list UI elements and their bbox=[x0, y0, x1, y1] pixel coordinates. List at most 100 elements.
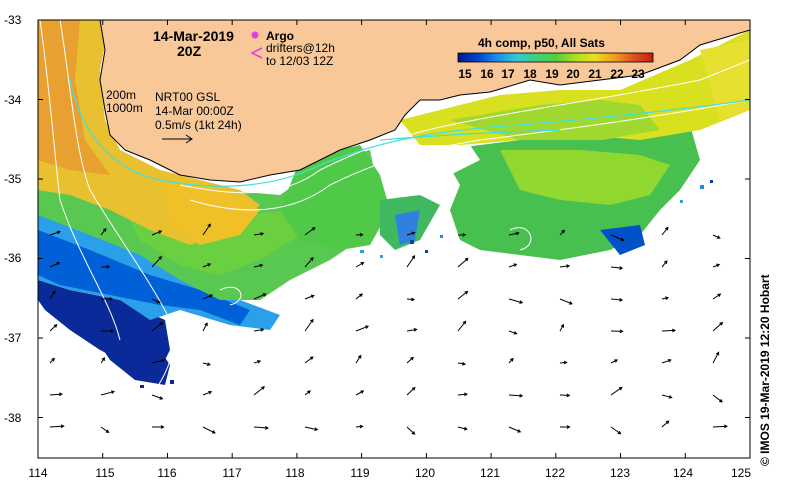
velocity-arrow bbox=[508, 330, 518, 335]
velocity-arrow bbox=[559, 393, 571, 398]
velocity-arrow bbox=[661, 328, 676, 333]
velocity-arrow bbox=[49, 357, 55, 364]
lon-label: 123 bbox=[609, 466, 631, 480]
velocity-arrow bbox=[508, 426, 522, 433]
argo-marker bbox=[251, 31, 259, 39]
map-frame bbox=[37, 19, 751, 459]
velocity-arrow bbox=[151, 298, 161, 304]
velocity-arrow bbox=[100, 264, 111, 269]
lon-label: 115 bbox=[95, 466, 115, 480]
velocity-arrow bbox=[151, 256, 163, 268]
lon-label: 124 bbox=[672, 466, 694, 480]
velocity-arrow bbox=[559, 425, 571, 429]
argo-label: Argo bbox=[266, 29, 294, 43]
colorbar-label: 17 bbox=[501, 67, 515, 81]
velocity-arrow bbox=[100, 297, 114, 301]
velocity-arrow bbox=[406, 426, 416, 435]
velocity-arrow bbox=[661, 226, 669, 236]
velocity-arrow bbox=[661, 420, 670, 428]
velocity-arrow bbox=[151, 230, 163, 236]
velocity-arrow bbox=[151, 394, 164, 400]
velocity-arrow bbox=[406, 231, 416, 236]
velocity-arrow bbox=[49, 290, 56, 300]
velocity-arrow bbox=[202, 390, 213, 396]
velocity-arrow bbox=[457, 290, 469, 300]
velocity-arrow bbox=[508, 231, 520, 236]
velocity-arrow bbox=[304, 426, 319, 432]
credit-text: © IMOS 19-Mar-2019 12:20 Hobart bbox=[758, 274, 772, 466]
velocity-arrow bbox=[610, 359, 619, 364]
scale-arrow bbox=[162, 134, 193, 144]
velocity-arrow bbox=[610, 297, 624, 302]
lat-label: -33 bbox=[4, 13, 22, 27]
velocity-arrow bbox=[661, 296, 670, 301]
velocity-arrow bbox=[559, 323, 565, 332]
lon-label: 120 bbox=[414, 466, 436, 480]
gsl-time: 14-Mar 00:00Z bbox=[155, 104, 234, 118]
velocity-arrow bbox=[151, 358, 166, 364]
velocity-arrow bbox=[202, 322, 208, 332]
velocity-arrow bbox=[355, 293, 363, 300]
velocity-arrow bbox=[100, 390, 115, 396]
lon-label: 119 bbox=[350, 466, 370, 480]
velocity-arrow bbox=[253, 359, 262, 364]
velocity-arrow bbox=[661, 260, 668, 268]
velocity-arrow bbox=[304, 257, 314, 268]
velocity-arrow bbox=[355, 261, 365, 268]
velocity-arrow bbox=[508, 393, 524, 398]
velocity-arrow bbox=[304, 294, 315, 300]
velocity-arrow bbox=[253, 386, 265, 396]
cyan-lines bbox=[69, 79, 750, 187]
velocity-arrow bbox=[304, 227, 316, 236]
velocity-arrow bbox=[49, 261, 61, 268]
plot-area bbox=[38, 20, 750, 458]
velocity-arrow bbox=[49, 424, 65, 429]
velocity-arrow bbox=[253, 232, 265, 236]
colorbar-label: 21 bbox=[588, 67, 602, 81]
velocity-arrow bbox=[559, 298, 573, 305]
colorbar-label: 20 bbox=[566, 67, 580, 81]
lon-label: 114 bbox=[28, 466, 48, 480]
lon-label: 125 bbox=[730, 466, 752, 480]
velocity-arrow bbox=[253, 293, 267, 300]
drifters-label: drifters@12h bbox=[266, 41, 335, 55]
velocity-arrow bbox=[559, 360, 568, 365]
velocity-arrow bbox=[355, 424, 364, 429]
velocity-arrow bbox=[100, 357, 106, 364]
velocity-arrow bbox=[457, 361, 467, 366]
lon-label: 121 bbox=[479, 466, 501, 480]
gsl-label: NRT00 GSL bbox=[155, 90, 221, 104]
scale-label: 0.5m/s (1kt 24h) bbox=[155, 118, 242, 132]
velocity-arrow bbox=[712, 234, 721, 239]
velocity-arrow bbox=[508, 357, 514, 364]
lat-label: -35 bbox=[4, 172, 22, 186]
colorbar-label: 15 bbox=[458, 67, 472, 81]
contour-200-label: 200m bbox=[106, 88, 137, 102]
velocity-arrow bbox=[151, 425, 165, 429]
velocity-arrow bbox=[559, 264, 571, 268]
map-time: 20Z bbox=[177, 43, 202, 59]
lat-label: -38 bbox=[4, 411, 22, 425]
colorbar-label: 19 bbox=[545, 67, 559, 81]
velocity-arrow bbox=[49, 230, 61, 236]
velocity-arrow bbox=[100, 227, 107, 236]
velocity-arrow bbox=[610, 234, 625, 242]
velocity-arrow bbox=[712, 351, 720, 364]
velocity-arrow bbox=[355, 232, 364, 237]
velocity-arrow bbox=[406, 386, 416, 396]
velocity-arrow bbox=[610, 426, 622, 435]
drifter-marker bbox=[250, 47, 263, 59]
velocity-arrow bbox=[49, 392, 63, 397]
lat-label: -36 bbox=[4, 251, 22, 265]
velocity-arrow bbox=[202, 263, 212, 268]
velocity-arrow bbox=[406, 297, 416, 302]
velocity-arrow bbox=[610, 329, 624, 334]
velocity-arrow bbox=[610, 266, 624, 270]
velocity-arrow bbox=[253, 263, 264, 268]
lon-label: 116 bbox=[157, 466, 177, 480]
velocity-arrow bbox=[355, 354, 362, 364]
colorbar-label: 16 bbox=[480, 67, 494, 81]
velocity-arrow bbox=[457, 257, 469, 268]
map-date: 14-Mar-2019 bbox=[153, 28, 234, 44]
